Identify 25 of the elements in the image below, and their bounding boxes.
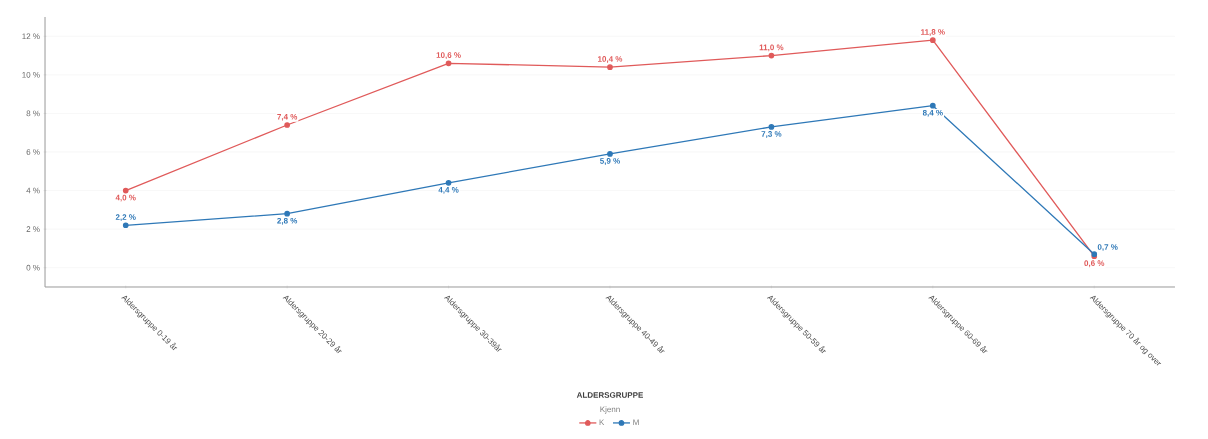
y-tick-label: 4 % — [26, 187, 40, 194]
data-label: 7,4 % — [277, 113, 298, 121]
data-label: 5,9 % — [600, 158, 620, 165]
legend-label: K — [599, 419, 605, 425]
legend-title: Kjenn — [600, 406, 620, 414]
legend-label: M — [633, 419, 639, 425]
data-label: 11,8 % — [921, 29, 945, 36]
data-label: 4,0 % — [115, 194, 136, 202]
data-label: 0,7 % — [1097, 244, 1118, 252]
data-label: 11,0 % — [759, 44, 784, 52]
y-tick-label: 12 % — [22, 33, 40, 40]
y-tick-label: 8 % — [26, 110, 40, 117]
y-tick-label: 10 % — [22, 72, 40, 78]
data-label: 8,4 % — [922, 109, 943, 117]
data-label: 0,6 % — [1084, 260, 1105, 268]
y-tick-label: 0 % — [26, 264, 40, 271]
data-label: 10,4 % — [598, 56, 623, 63]
x-axis-title: ALDERSGRUPPE — [576, 392, 643, 398]
y-tick-label: 6 % — [26, 149, 40, 155]
data-label: 7,3 % — [761, 131, 782, 138]
data-label: 10,6 % — [436, 52, 461, 60]
y-tick-label: 2 % — [26, 226, 40, 232]
data-label: 4,4 % — [438, 187, 459, 194]
data-label: 2,2 % — [115, 214, 136, 222]
data-label: 2,8 % — [277, 217, 298, 225]
